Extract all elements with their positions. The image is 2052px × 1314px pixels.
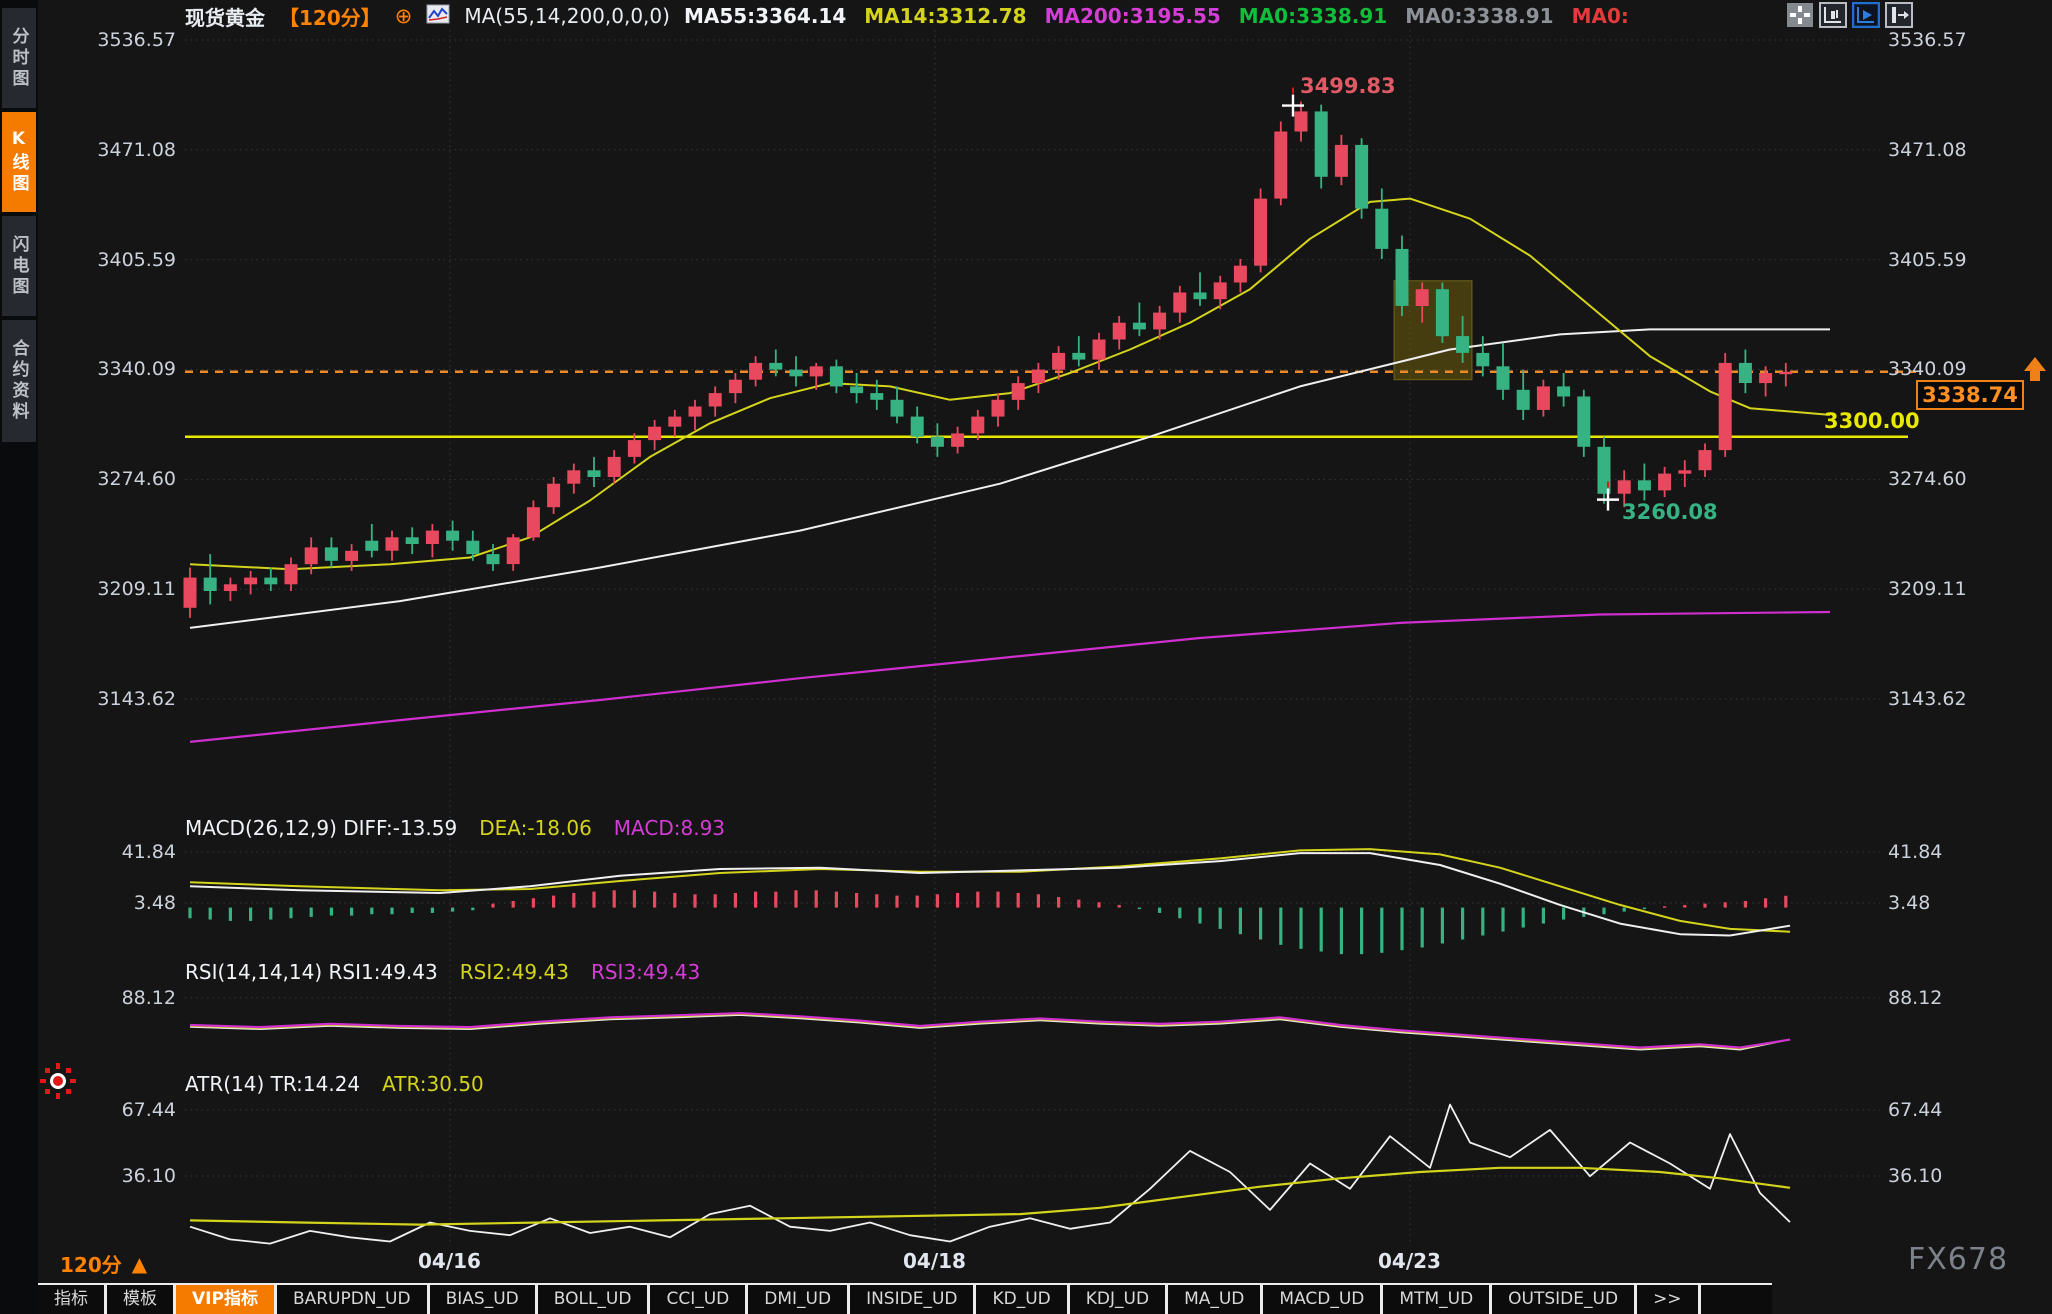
footer-tab[interactable]: INSIDE_UD <box>850 1285 977 1314</box>
y-axis-label: 88.12 <box>121 986 176 1009</box>
x-axis-date-label: 04/18 <box>903 1249 966 1273</box>
footer-tab[interactable]: 指标 <box>38 1285 107 1314</box>
y-axis-label: 3274.60 <box>1888 468 1967 491</box>
indicator-label: ATR:30.50 <box>382 1072 484 1096</box>
ma-values: MA55:3364.14 MA14:3312.78 MA200:3195.55 MA0… <box>684 4 1629 28</box>
support-level-label: 3300.00 <box>1824 409 1920 433</box>
footer-tab[interactable]: KD_UD <box>976 1285 1070 1314</box>
x-axis-date-label: 04/23 <box>1378 1249 1441 1273</box>
ma-value: MA55:3364.14 <box>683 4 847 28</box>
footer-tab[interactable]: DMI_UD <box>748 1285 851 1314</box>
y-axis-label: 3143.62 <box>1888 687 1967 710</box>
x-axis-date-label: 04/16 <box>418 1249 481 1273</box>
axis-scale-icon[interactable] <box>1819 2 1847 28</box>
axis-zoom-icon[interactable] <box>1852 2 1880 28</box>
add-indicator-icon[interactable]: ⊕ <box>394 4 413 28</box>
sidebar-item-time-chart[interactable]: 分时图 <box>2 8 36 108</box>
y-axis-label: 3536.57 <box>1888 29 1967 51</box>
ma-value: MA0:3338.91 <box>1405 4 1554 28</box>
sidebar-item-lightning-chart[interactable]: 闪电图 <box>2 216 36 316</box>
indicator-label: MACD(26,12,9) DIFF:-13.59 <box>185 816 458 840</box>
ma-settings: MA(55,14,200,0,0,0) <box>464 4 670 28</box>
indicator-label: ATR(14) TR:14.24 <box>185 1072 361 1096</box>
price-up-arrow-icon <box>2022 354 2048 388</box>
rsi-label-row: RSI(14,14,14) RSI1:49.43 RSI2:49.43 RSI3:4… <box>185 960 700 984</box>
peak-price-label: 3499.83 <box>1300 74 1396 98</box>
sidebar-item-contract-info[interactable]: 合约资料 <box>2 320 36 442</box>
y-axis-label: 3405.59 <box>1888 248 1967 271</box>
mini-chart-icon[interactable] <box>426 4 450 29</box>
y-axis-label: 3340.09 <box>1888 358 1967 381</box>
indicator-label: RSI(14,14,14) RSI1:49.43 <box>185 960 438 984</box>
footer-period-arrow-icon: ▲ <box>131 1251 148 1276</box>
footer-tab[interactable]: VIP指标 <box>176 1285 277 1314</box>
chart-header: 现货黄金 【120分】 ⊕ MA(55,14,200,0,0,0) MA55:3… <box>185 2 1629 30</box>
footer-tab[interactable]: OUTSIDE_UD <box>1492 1285 1638 1314</box>
footer-tab[interactable]: MTM_UD <box>1383 1285 1493 1314</box>
indicator-label: RSI2:49.43 <box>459 960 569 984</box>
y-axis-label: 3340.09 <box>97 358 176 381</box>
footer-tab[interactable]: KDJ_UD <box>1069 1285 1169 1314</box>
y-axis-label: 3209.11 <box>97 578 176 601</box>
y-axis-label: 36.10 <box>1888 1164 1943 1187</box>
ma-value: MA200:3195.55 <box>1044 4 1221 28</box>
footer-tab[interactable]: MA_UD <box>1168 1285 1264 1314</box>
y-axis-label: 3274.60 <box>97 468 176 491</box>
y-axis-label: 88.12 <box>1888 986 1943 1009</box>
indicator-tab-bar: 指标 模板 VIP指标 BARUPDN_UD BIAS_UD BOLL_UD CCI_UD D… <box>38 1283 1772 1314</box>
shift-right-icon[interactable] <box>1885 2 1913 28</box>
y-axis-label: 3143.62 <box>97 687 176 710</box>
ma-value: MA0: <box>1571 4 1629 28</box>
y-axis-label: 67.44 <box>121 1098 176 1121</box>
macd-label-row: MACD(26,12,9) DIFF:-13.59 DEA:-18.06 MACD:… <box>185 816 725 840</box>
footer-tab[interactable]: BOLL_UD <box>537 1285 651 1314</box>
chart-toolbar <box>1786 2 1913 28</box>
y-axis-label: 3.48 <box>1888 891 1931 914</box>
footer-tab[interactable]: MACD_UD <box>1263 1285 1384 1314</box>
y-axis-label: 41.84 <box>1888 840 1943 863</box>
period-label[interactable]: 【120分】 <box>279 5 381 30</box>
indicator-label: DEA:-18.06 <box>479 816 592 840</box>
low-price-label: 3260.08 <box>1622 500 1718 524</box>
y-axis-label: 3405.59 <box>97 248 176 271</box>
indicator-label: RSI3:49.43 <box>590 960 701 984</box>
atr-label-row: ATR(14) TR:14.24 ATR:30.50 <box>185 1072 484 1096</box>
footer-tab[interactable]: 模板 <box>107 1285 176 1314</box>
footer-period-label: 120分 <box>60 1253 122 1277</box>
footer-tab[interactable]: >> <box>1637 1285 1701 1314</box>
pan-move-icon[interactable] <box>1786 2 1814 28</box>
chart-type-sidebar: 分时图 K线图 闪电图 合约资料 <box>0 0 38 1314</box>
footer-tab[interactable]: BARUPDN_UD <box>276 1285 430 1314</box>
indicator-label: MACD:8.93 <box>613 816 726 840</box>
y-axis-label: 3.48 <box>133 891 176 914</box>
y-axis-label: 3536.57 <box>97 29 176 51</box>
y-axis-label: 3471.08 <box>1888 138 1967 161</box>
sidebar-item-kline-chart[interactable]: K线图 <box>2 112 36 212</box>
y-axis-label: 3471.08 <box>97 138 176 161</box>
y-axis-label: 67.44 <box>1888 1098 1943 1121</box>
y-axis-label: 36.10 <box>121 1164 176 1187</box>
y-axis-label: 41.84 <box>121 840 176 863</box>
current-price-box: 3338.74 <box>1916 380 2024 410</box>
footer-tab[interactable]: BIAS_UD <box>429 1285 538 1314</box>
symbol-name: 现货黄金 <box>185 5 265 30</box>
ma-value: MA14:3312.78 <box>864 4 1027 28</box>
alert-sun-icon[interactable] <box>39 1062 77 1104</box>
footer-period-selector[interactable]: 120分 ▲ <box>60 1249 147 1278</box>
y-axis-label: 3209.11 <box>1888 578 1967 601</box>
ma-value: MA0:3338.91 <box>1238 4 1388 28</box>
footer-tab[interactable]: CCI_UD <box>650 1285 749 1314</box>
watermark: FX678 <box>1908 1242 2009 1277</box>
